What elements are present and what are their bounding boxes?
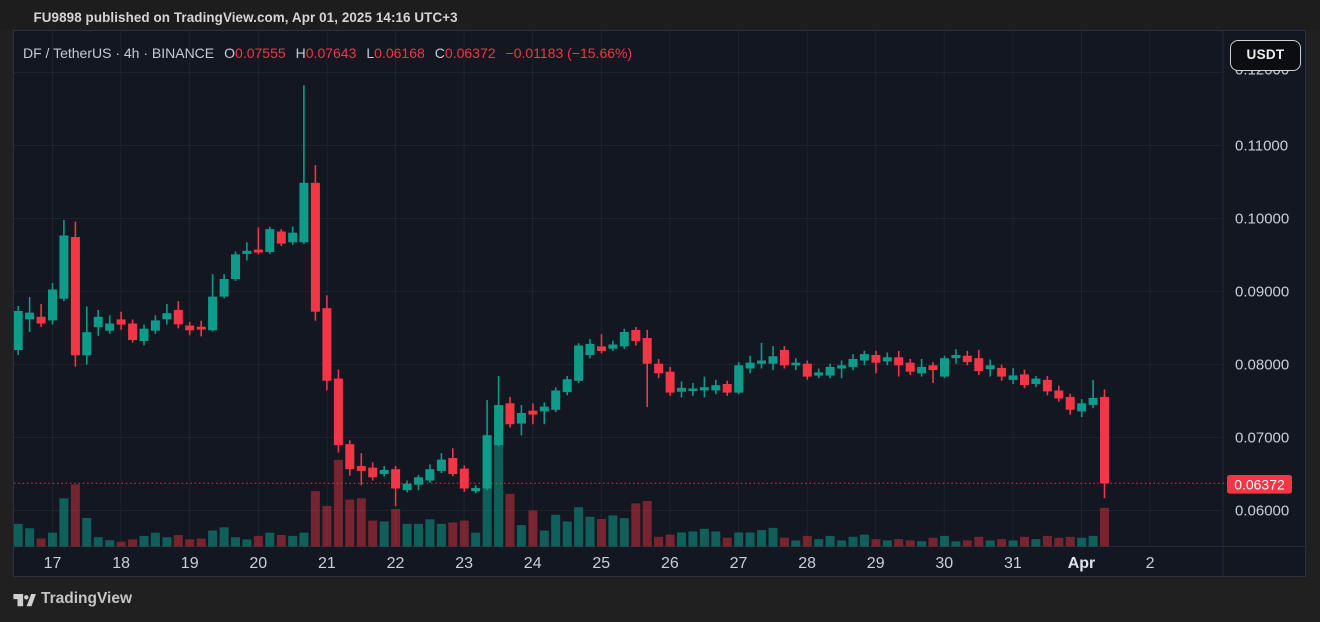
svg-text:26: 26 [661,555,679,572]
svg-text:0.10000: 0.10000 [1235,211,1289,228]
svg-text:22: 22 [387,555,405,572]
svg-text:0.07000: 0.07000 [1235,430,1289,447]
svg-text:20: 20 [249,555,267,572]
svg-text:0.11000: 0.11000 [1235,138,1288,155]
svg-text:18: 18 [112,555,130,572]
svg-text:21: 21 [318,555,336,572]
svg-text:19: 19 [181,555,199,572]
svg-text:0.09000: 0.09000 [1235,284,1289,301]
svg-text:23: 23 [455,555,473,572]
svg-text:0.06000: 0.06000 [1235,503,1289,520]
svg-text:2: 2 [1146,555,1155,572]
svg-text:27: 27 [730,555,748,572]
svg-text:24: 24 [524,555,542,572]
svg-text:31: 31 [1004,555,1022,572]
svg-text:28: 28 [798,555,816,572]
svg-text:Apr: Apr [1068,555,1096,572]
svg-text:30: 30 [935,555,953,572]
svg-text:0.08000: 0.08000 [1235,357,1289,374]
svg-text:0.06372: 0.06372 [1234,476,1285,492]
svg-text:29: 29 [867,555,885,572]
svg-text:17: 17 [44,555,62,572]
svg-text:25: 25 [592,555,610,572]
